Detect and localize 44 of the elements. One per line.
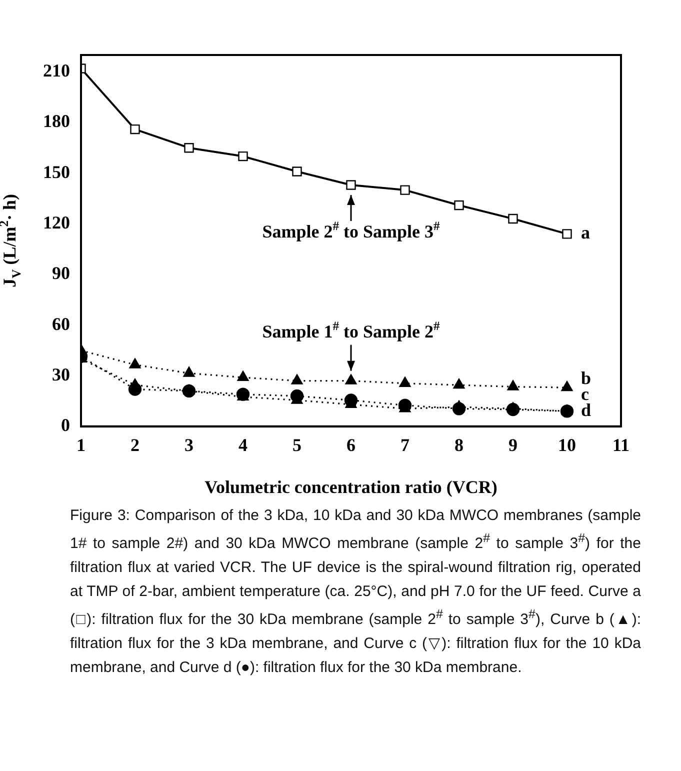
point	[129, 358, 141, 368]
text: Figure 3: Comparison of the 3 kDa, 10 kDa and 30 kDa MWCO membranes (sample 1# to sample 2#) and 30 kDa MWCO membrane (sample 2$^{#}$ to sample 3$^{#}$) for the filtration flux at varied VCR. The UF device is the spiral-wound filtration rig, operated at TMP of 2-bar, ambient temperature (ca. 25°C), and pH 7.0 for the UF feed. Curve a (□): filtration flux for the 30 kDa membrane (sample 2$^{#}$ to sample 3$^{#}$), Curve b (▲): filtration flux for the 3 kDa membrane, and Curve c (▽): filtration flux for the 10 kDa membrane, and Curve d (●): filtration flux for the 30 kDa membrane.	[70, 507, 641, 676]
point	[184, 143, 194, 153]
point	[130, 124, 140, 134]
point	[454, 200, 464, 210]
x-tick-label: 6	[346, 434, 356, 455]
x-axis-title: Volumetric concentration ratio (VCR)	[204, 477, 498, 498]
y-tick-label: 0	[61, 415, 70, 436]
point	[400, 185, 410, 195]
x-tick-label: 9	[508, 434, 518, 455]
x-tick-label: 5	[292, 434, 302, 455]
y-tick-label: 180	[43, 111, 70, 132]
annotation: Sample 2# to Sample 3#	[262, 218, 441, 242]
point	[237, 370, 249, 382]
annotation: Sample 1# to Sample 2#	[262, 318, 441, 342]
x-tick-label: 7	[400, 434, 410, 455]
point	[507, 380, 519, 390]
point	[561, 380, 573, 392]
point	[346, 180, 356, 190]
point	[508, 214, 518, 224]
y-axis-title: JV (L/m2· h)	[0, 194, 24, 288]
x-tick-label: 10	[558, 434, 576, 455]
y-tick-label: 150	[43, 162, 70, 182]
y-tick-label: 210	[43, 60, 70, 81]
point	[183, 366, 195, 377]
x-tick-label: 2	[130, 434, 140, 455]
y-tick-label: 30	[52, 364, 70, 384]
point	[292, 166, 302, 176]
point	[453, 378, 465, 389]
y-tick-label: 90	[52, 263, 70, 284]
point	[345, 374, 357, 384]
x-tick-label: 4	[238, 434, 248, 455]
y-tick-label: 120	[43, 212, 70, 232]
point	[399, 376, 411, 387]
point	[291, 374, 303, 384]
x-tick-label: 1	[76, 434, 86, 455]
point	[238, 151, 248, 162]
point	[453, 400, 465, 411]
x-tick-label: 11	[612, 434, 630, 455]
x-tick-label: 8	[454, 434, 464, 455]
x-tick-label: 3	[184, 434, 194, 455]
y-tick-label: 60	[52, 314, 70, 334]
point	[562, 229, 572, 239]
series-label: a	[581, 222, 590, 243]
